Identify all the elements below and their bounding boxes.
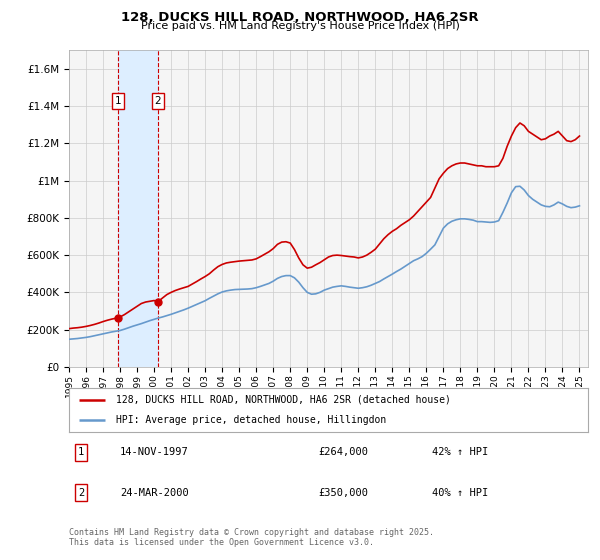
Text: 2: 2: [155, 96, 161, 106]
Text: 42% ↑ HPI: 42% ↑ HPI: [432, 447, 488, 458]
Text: 2: 2: [78, 488, 84, 498]
Text: HPI: Average price, detached house, Hillingdon: HPI: Average price, detached house, Hill…: [116, 415, 386, 425]
Text: Price paid vs. HM Land Registry's House Price Index (HPI): Price paid vs. HM Land Registry's House …: [140, 21, 460, 31]
Text: 40% ↑ HPI: 40% ↑ HPI: [432, 488, 488, 498]
Text: 1: 1: [78, 447, 84, 458]
Text: 128, DUCKS HILL ROAD, NORTHWOOD, HA6 2SR (detached house): 128, DUCKS HILL ROAD, NORTHWOOD, HA6 2SR…: [116, 395, 451, 405]
Text: 24-MAR-2000: 24-MAR-2000: [120, 488, 189, 498]
Bar: [118, 50, 158, 367]
Text: 1: 1: [115, 96, 121, 106]
Text: 14-NOV-1997: 14-NOV-1997: [120, 447, 189, 458]
Text: £264,000: £264,000: [318, 447, 368, 458]
Text: 128, DUCKS HILL ROAD, NORTHWOOD, HA6 2SR: 128, DUCKS HILL ROAD, NORTHWOOD, HA6 2SR: [121, 11, 479, 24]
Text: £350,000: £350,000: [318, 488, 368, 498]
Text: Contains HM Land Registry data © Crown copyright and database right 2025.
This d: Contains HM Land Registry data © Crown c…: [69, 528, 434, 547]
